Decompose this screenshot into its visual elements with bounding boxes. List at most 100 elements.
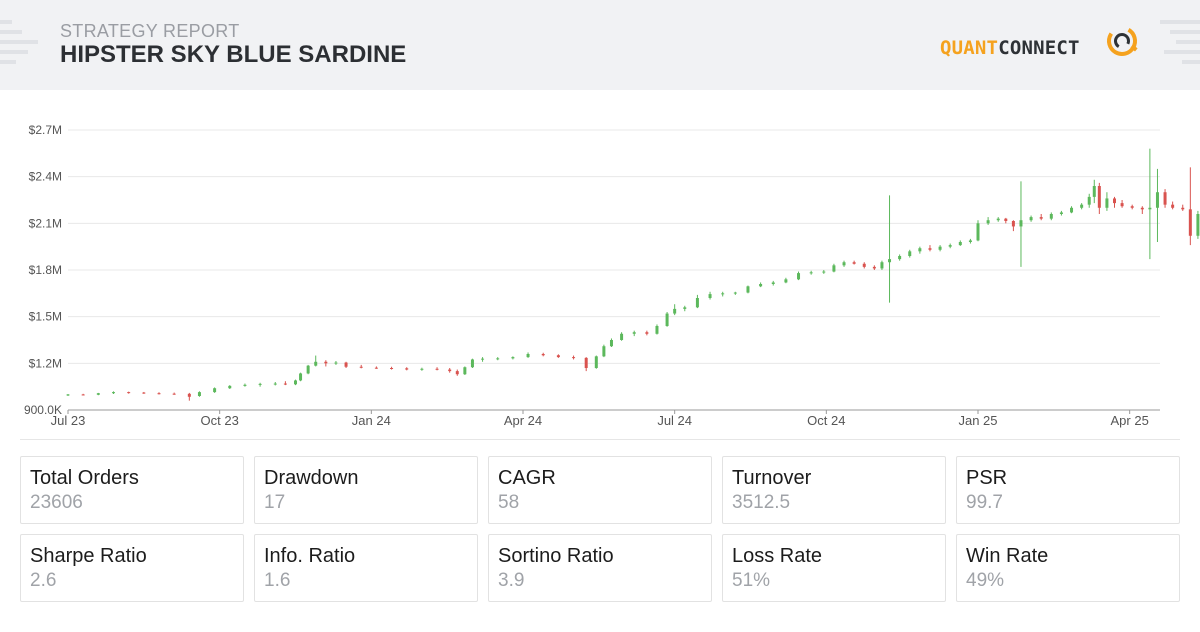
candle-body (1029, 217, 1033, 221)
stat-value: 3.9 (498, 570, 525, 591)
candle-body (359, 366, 363, 368)
stat-label: PSR (966, 467, 1008, 489)
logo-mark-icon (1107, 26, 1138, 56)
y-tick-label: $2.1M (29, 216, 62, 230)
candle-body (784, 279, 788, 283)
candle-body (708, 294, 712, 298)
candle-body (541, 354, 545, 356)
candle-body (721, 293, 725, 295)
stat-card-psr: PSR 99.7 (956, 456, 1180, 524)
candle-body (1196, 214, 1200, 236)
y-tick-label: 900.0K (24, 403, 62, 417)
candle-body (1181, 207, 1185, 210)
candle-body (197, 392, 201, 396)
candle-body (112, 392, 115, 394)
candle-body (157, 393, 161, 395)
candle-body (809, 272, 813, 274)
logo-quant-text: QUANT (940, 37, 999, 59)
stat-value: 58 (498, 492, 520, 513)
candle-body (344, 362, 348, 367)
x-tick-label: Oct 23 (201, 413, 239, 428)
candle-body (602, 346, 606, 357)
candle-body (1080, 204, 1084, 208)
candle-body (258, 383, 262, 385)
candle-body (334, 362, 338, 364)
candle-body (594, 356, 598, 368)
candle-body (172, 393, 176, 395)
y-tick-label: $1.8M (29, 263, 62, 277)
stat-label: Sharpe Ratio (30, 545, 147, 567)
candle-body (733, 292, 737, 294)
candle-body (526, 354, 530, 358)
candle-body (228, 385, 232, 389)
stat-card-turnover: Turnover 3512.5 (722, 456, 946, 524)
candle-body (306, 365, 310, 374)
candle-body (299, 373, 303, 381)
stat-label: CAGR (498, 467, 556, 489)
x-tick-label: Apr 25 (1111, 413, 1149, 428)
quantconnect-logo: QUANTCONNECT (940, 24, 1145, 64)
stat-card-sortino-ratio: Sortino Ratio 3.9 (488, 534, 712, 602)
candle-body (832, 265, 836, 272)
candle-body (1011, 221, 1015, 227)
candle-body (918, 248, 922, 252)
candle-body (1140, 207, 1144, 210)
x-tick-label: Apr 24 (504, 413, 542, 428)
stat-label: Drawdown (264, 467, 359, 489)
candle-body (1155, 192, 1159, 208)
candle-body (976, 223, 980, 241)
candle-body (1070, 207, 1074, 213)
y-tick-label: $2.4M (29, 170, 62, 184)
x-tick-label: Jan 25 (958, 413, 997, 428)
stat-value: 99.7 (966, 492, 1003, 513)
candle-body (1105, 198, 1109, 208)
candle-body (496, 358, 500, 360)
candle-body (797, 273, 801, 280)
candle-body (511, 357, 515, 359)
candle-body (759, 284, 763, 287)
candle-body (374, 367, 378, 369)
logo-wordmark: QUANTCONNECT (940, 37, 1080, 59)
candle-body (609, 340, 613, 347)
candle-body (996, 218, 1000, 221)
candle-body (556, 355, 560, 358)
report-subtitle: STRATEGY REPORT (60, 21, 240, 41)
candle-body (948, 245, 952, 247)
candle-body (448, 369, 452, 372)
candle-body (1163, 192, 1167, 205)
candle-body (908, 251, 912, 256)
candle-body (620, 333, 624, 340)
stat-value: 3512.5 (732, 492, 791, 513)
candle-body (127, 392, 131, 394)
candle-body (665, 313, 669, 326)
candle-body (314, 361, 318, 366)
stat-card-sharpe-ratio: Sharpe Ratio 2.6 (20, 534, 244, 602)
stat-label: Loss Rate (732, 545, 823, 567)
candle-body (1171, 204, 1175, 208)
stat-label: Turnover (732, 467, 812, 489)
candle-body (420, 368, 424, 370)
candle-body (673, 308, 677, 314)
candle-body (872, 266, 876, 269)
stat-value: 23606 (30, 492, 83, 513)
equity-chart: $2.7M $2.4M $2.1M $1.8M $1.5M $1.2M 900.0K Jul … (0, 110, 1200, 430)
candle-body (1130, 206, 1134, 208)
stat-value: 51% (732, 570, 771, 591)
candle-body (66, 394, 70, 396)
stat-label: Win Rate (966, 545, 1049, 567)
candle-body (968, 240, 972, 242)
candle-body (1087, 196, 1091, 205)
candle-body (455, 371, 459, 375)
logo-connect-text: CONNECT (998, 37, 1080, 59)
x-tick-label: Jul 24 (657, 413, 692, 428)
y-tick-label: $1.2M (29, 356, 62, 370)
candle-body (81, 394, 85, 396)
stat-label: Sortino Ratio (498, 545, 614, 567)
candle-body (324, 361, 328, 364)
candle-body (958, 242, 962, 246)
candle-body (213, 388, 217, 393)
x-tick-label: Oct 24 (807, 413, 845, 428)
equity-candlestick-svg: $2.7M$2.4M$2.1M$1.8M$1.5M$1.2M900.0KJul … (24, 123, 1200, 428)
stat-card-cagr: CAGR 58 (488, 456, 712, 524)
candle-body (390, 368, 394, 369)
